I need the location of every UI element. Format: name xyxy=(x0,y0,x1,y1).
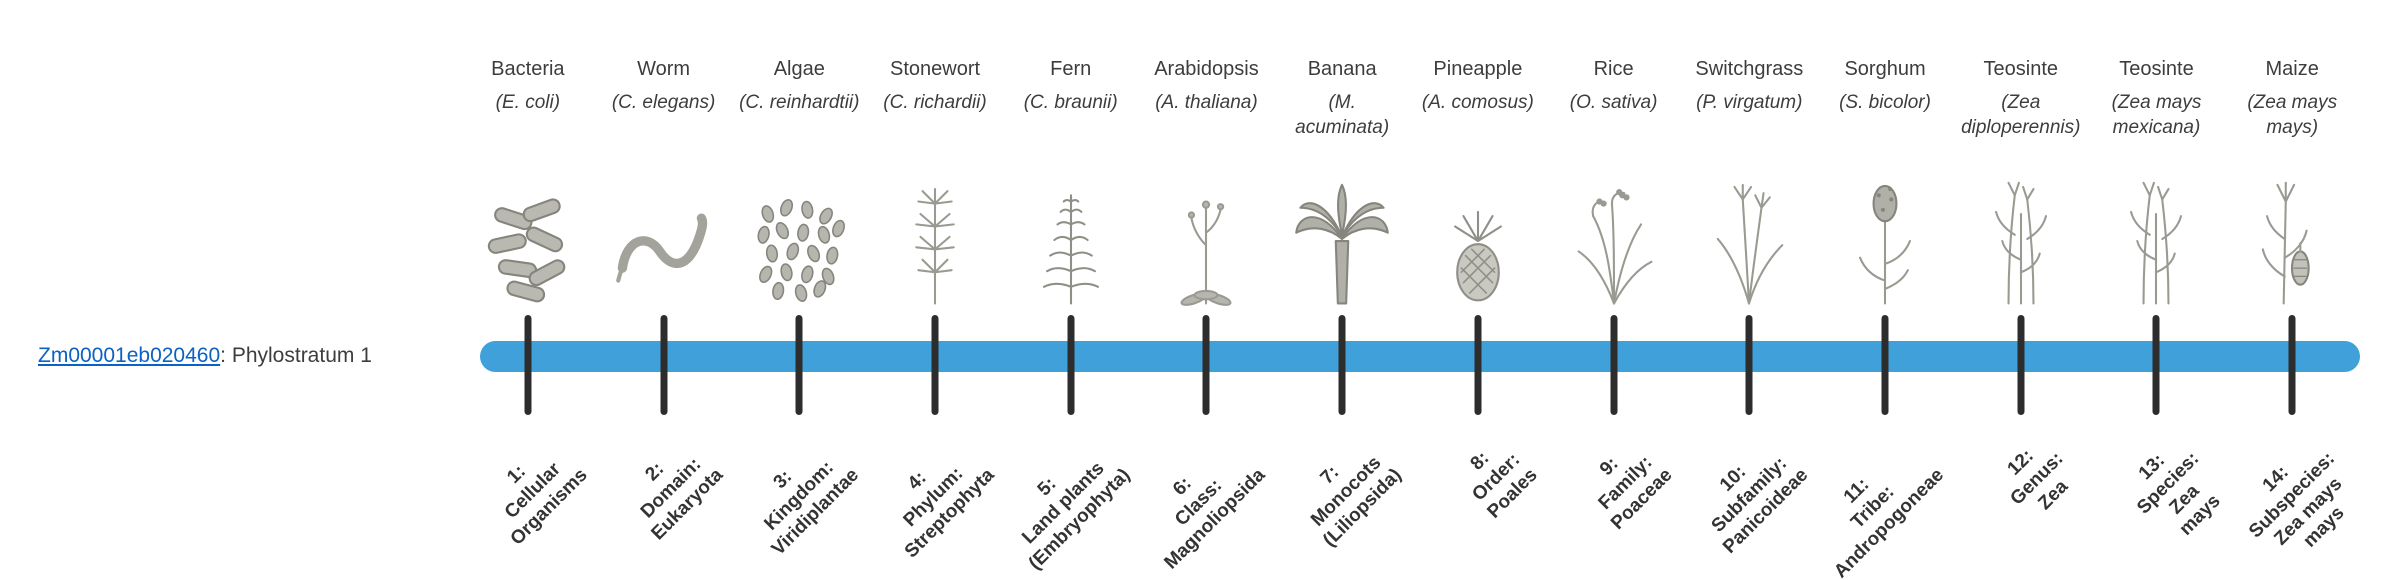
phylostratum-label-8: 8: Order: Poales xyxy=(1466,447,1541,523)
organism-column-worm: Worm (C. elegans) 2: Domain: Eukaryota xyxy=(596,0,732,580)
phylostratum-bar xyxy=(480,341,2360,372)
rice-illustration xyxy=(1546,168,1682,308)
timeline-tick xyxy=(660,315,668,415)
fern-illustration xyxy=(1003,168,1139,308)
pineapple-illustration xyxy=(1410,168,1546,308)
organism-column-sorghum: Sorghum (S. bicolor) 11: Tribe: Andropog… xyxy=(1817,0,1953,580)
phylostratum-label-12: 12: Genus: Zea xyxy=(2003,445,2073,514)
organism-scientific-name: (Zea mays mays) xyxy=(2247,92,2338,139)
organism-column-banana: Banana (M. acuminata) 7: Monocots (Lilio… xyxy=(1274,0,1410,580)
organism-scientific-name: (A. comosus) xyxy=(1421,92,1534,113)
bacteria-illustration xyxy=(460,168,596,308)
phylostratum-label-6: 6: Class: Magnoliopsida xyxy=(1160,464,1270,574)
organism-common-name: Arabidopsis xyxy=(1154,58,1259,80)
phylostratum-text: : Phylostratum 1 xyxy=(220,344,372,367)
organism-column-switchgrass: Switchgrass (P. virgatum) 10: Subfamily:… xyxy=(1681,0,1817,580)
organism-scientific-name: (A. thaliana) xyxy=(1155,92,1258,113)
organism-column-maize: Maize (Zea mays mays) 14: Subspecies: Ze… xyxy=(2224,0,2360,580)
organism-column-teosinte-diploperennis: Teosinte (Zea diploperennis) 12: Genus: … xyxy=(1953,0,2089,580)
organism-scientific-name: (M. acuminata) xyxy=(1295,92,1390,139)
timeline-tick xyxy=(1067,315,1075,415)
organism-column-teosinte-mexicana: Teosinte (Zea mays mexicana) 13: Species… xyxy=(2089,0,2226,580)
organism-common-name: Rice xyxy=(1593,58,1634,80)
organism-common-name: Fern xyxy=(1050,58,1092,80)
organism-scientific-name: (Zea diploperennis) xyxy=(1961,92,2081,139)
organism-scientific-name: (C. richardii) xyxy=(883,92,987,113)
organism-common-name: Bacteria xyxy=(491,58,565,80)
organism-common-name: Algae xyxy=(773,58,825,80)
organism-scientific-name: (C. reinhardtii) xyxy=(739,92,860,113)
organism-scientific-name: (E. coli) xyxy=(495,92,561,113)
phylostratum-label-2: 2: Domain: Eukaryota xyxy=(636,453,727,545)
phylostratum-label-14: 14: Subspecies: Zea mays mays xyxy=(2245,448,2350,552)
switchgrass-illustration xyxy=(1681,168,1817,308)
organism-common-name: Banana xyxy=(1307,58,1377,80)
organism-scientific-name: (O. sativa) xyxy=(1569,92,1658,113)
organism-scientific-name: (S. bicolor) xyxy=(1839,92,1931,113)
phylostratum-label-7: 7: Monocots (Liliopsida) xyxy=(1306,452,1406,551)
worm-illustration xyxy=(596,168,732,308)
timeline-tick xyxy=(1610,315,1618,415)
phylostratum-label-4: 4: Phylum: Streptophyta xyxy=(899,463,999,562)
organism-common-name: Pineapple xyxy=(1433,58,1523,80)
timeline-tick xyxy=(795,315,803,415)
timeline-tick xyxy=(1745,315,1753,415)
timeline-tick xyxy=(524,315,532,415)
organism-common-name: Teosinte xyxy=(2119,58,2194,80)
sorghum-illustration xyxy=(1817,168,1953,308)
maize-illustration xyxy=(2224,168,2360,308)
gene-label: Zm00001eb020460: Phylostratum 1 xyxy=(38,344,372,368)
organism-scientific-name: (C. elegans) xyxy=(611,92,716,113)
timeline-tick xyxy=(931,315,939,415)
organism-common-name: Teosinte xyxy=(1983,58,2059,80)
stonewort-illustration xyxy=(867,168,1003,308)
organism-column-stonewort: Stonewort (C. richardii) 4: Phylum: Stre… xyxy=(867,0,1003,580)
phylostratum-label-11: 11: Tribe: Andropogoneae xyxy=(1830,464,1949,580)
arabidopsis-illustration xyxy=(1139,168,1275,308)
organism-column-fern: Fern (C. braunii) 5: Land plants (Embryo… xyxy=(1003,0,1139,580)
phylostratum-label-5: 5: Land plants (Embryophyta) xyxy=(1017,457,1134,574)
organism-column-pineapple: Pineapple (A. comosus) 8: Order: Poales xyxy=(1410,0,1546,580)
organism-column-algae: Algae (C. reinhardtii) 3: Kingdom: Virid… xyxy=(731,0,867,580)
organism-common-name: Maize xyxy=(2265,58,2319,80)
organism-column-rice: Rice (O. sativa) 9: Family: Poaceae xyxy=(1546,0,1682,580)
timeline-tick xyxy=(2288,315,2296,415)
organism-columns: Bacteria (E. coli) 1: Cellular Organisms… xyxy=(460,0,2360,580)
organism-scientific-name: (P. virgatum) xyxy=(1696,92,1803,113)
timeline-tick xyxy=(2152,315,2160,415)
timeline-tick xyxy=(2017,315,2025,415)
phylostratum-label-3: 3: Kingdom: Viridiplantae xyxy=(759,456,863,560)
phylostratum-label-10: 10: Subfamily: Panicoideae xyxy=(1707,452,1813,558)
timeline-tick xyxy=(1338,315,1346,415)
banana-illustration xyxy=(1274,168,1410,308)
timeline-tick xyxy=(1202,315,1210,415)
teosinte-illustration xyxy=(2089,168,2225,308)
organism-common-name: Switchgrass xyxy=(1695,58,1804,80)
organism-column-arabidopsis: Arabidopsis (A. thaliana) 6: Class: Magn… xyxy=(1139,0,1275,580)
gene-id-link[interactable]: Zm00001eb020460 xyxy=(38,344,221,367)
organism-scientific-name: (C. braunii) xyxy=(1023,92,1118,113)
phylostratum-label-13: 13: Species: Zea mays xyxy=(2133,448,2226,541)
organism-common-name: Sorghum xyxy=(1844,58,1926,80)
timeline-tick xyxy=(1474,315,1482,415)
organism-column-bacteria: Bacteria (E. coli) 1: Cellular Organisms xyxy=(460,0,596,580)
organism-common-name: Worm xyxy=(637,58,691,80)
phylostratum-label-1: 1: Cellular Organisms xyxy=(500,458,591,550)
organism-common-name: Stonewort xyxy=(889,58,981,80)
algae-illustration xyxy=(731,168,867,308)
phylostratum-label-9: 9: Family: Poaceae xyxy=(1594,451,1677,534)
organism-scientific-name: (Zea mays mexicana) xyxy=(2111,92,2202,139)
timeline-tick xyxy=(1881,315,1889,415)
teosinte-illustration xyxy=(1953,168,2089,308)
